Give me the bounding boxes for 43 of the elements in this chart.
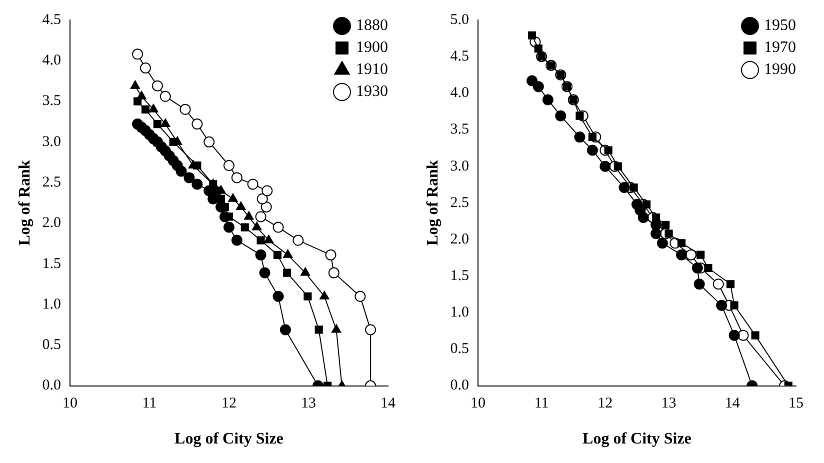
x-tick-label: 13 [661, 396, 676, 412]
y-tick-label: 2.0 [42, 215, 61, 232]
x-tick-label: 11 [142, 396, 157, 412]
y-tick-label: 4.0 [42, 52, 61, 69]
x-tick-label: 14 [724, 396, 740, 412]
legend-label: 1910 [356, 61, 388, 78]
y-tick-label: 2.0 [450, 231, 469, 248]
y-tick-label: 1.0 [450, 304, 469, 321]
y-tick-label: 2.5 [42, 174, 61, 191]
legend-label: 1970 [764, 39, 796, 56]
x-tick-label: 12 [221, 396, 236, 412]
x-tick-label: 11 [534, 396, 549, 412]
x-tick-label: 14 [380, 396, 396, 412]
y-tick-label: 0.0 [450, 378, 469, 394]
x-tick-label: 15 [788, 396, 804, 412]
y-tick-label: 3.0 [42, 134, 61, 150]
y-tick-label: 3.5 [450, 122, 469, 138]
legend-label: 1930 [356, 83, 388, 100]
y-axis-title: Log of Rank [16, 160, 34, 246]
legend-label: 1990 [764, 61, 796, 78]
y-tick-label: 2.5 [450, 194, 469, 211]
y-tick-label: 3.5 [42, 93, 61, 110]
x-tick-label: 10 [470, 396, 486, 412]
y-tick-label: 0.5 [42, 337, 61, 354]
y-tick-label: 5.0 [450, 12, 469, 28]
x-tick-label: 13 [300, 396, 316, 412]
legend-label: 1900 [356, 39, 388, 56]
x-axis-title: Log of City Size [582, 430, 692, 448]
y-tick-label: 1.0 [42, 296, 61, 312]
y-axis-title: Log of Rank [424, 160, 442, 246]
y-tick-label: 0.0 [42, 378, 61, 394]
y-tick-label: 4.5 [450, 48, 469, 65]
y-tick-label: 4.0 [450, 85, 469, 102]
x-axis-title: Log of City Size [174, 430, 284, 448]
legend-label: 1950 [764, 17, 796, 34]
y-tick-label: 3.0 [450, 158, 469, 174]
legend-label: 1880 [356, 17, 388, 34]
x-tick-label: 12 [598, 396, 613, 412]
y-tick-label: 1.5 [450, 268, 469, 284]
x-tick-label: 10 [62, 396, 78, 412]
y-tick-label: 1.5 [42, 256, 61, 272]
y-tick-label: 0.5 [450, 341, 469, 358]
y-tick-label: 4.5 [42, 12, 61, 28]
